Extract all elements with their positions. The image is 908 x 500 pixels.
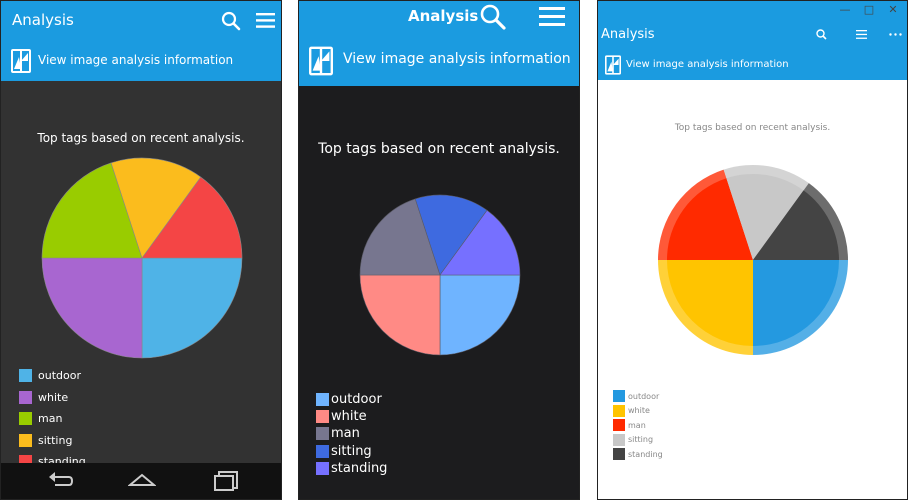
pie-slice-inner-outdoor xyxy=(753,260,839,346)
legend-swatch xyxy=(316,444,329,458)
chart-caption: Top tags based on recent analysis. xyxy=(674,123,831,133)
chart-caption: Top tags based on recent analysis. xyxy=(318,141,560,157)
legend-item: outdoor xyxy=(613,389,663,404)
app-title: Analysis xyxy=(12,11,74,29)
tag-pie-chart xyxy=(658,165,848,355)
pie-slice-man xyxy=(41,162,143,259)
app-title: Analysis xyxy=(601,27,655,42)
app-bar: — □ ✕ Analysis xyxy=(598,1,907,51)
legend-label: outdoor xyxy=(331,392,382,408)
legend-item: outdoor xyxy=(316,391,387,408)
ios-app-screen: Analysis View image analysis information… xyxy=(298,0,580,500)
legend-swatch xyxy=(613,448,625,461)
legend-label: man xyxy=(38,412,63,426)
pie-slice-inner-white xyxy=(667,260,753,346)
legend-swatch xyxy=(613,419,625,432)
legend-label: outdoor xyxy=(38,369,81,383)
image-analysis-info-button[interactable]: View image analysis information xyxy=(1,41,281,81)
chart-legend: outdoor white man sitting standing xyxy=(19,365,86,473)
legend-swatch xyxy=(316,410,329,424)
legend-label: standing xyxy=(331,460,388,476)
legend-label: sitting xyxy=(628,435,654,445)
android-app-screen: Analysis View image analysis information… xyxy=(0,0,282,500)
legend-label: man xyxy=(628,420,646,430)
legend-swatch xyxy=(613,390,625,403)
pie-slice-outdoor xyxy=(141,257,243,359)
legend-item: standing xyxy=(613,447,663,462)
image-analysis-info-button[interactable]: View image analysis information xyxy=(299,37,579,86)
image-info-icon xyxy=(309,46,333,76)
image-analysis-info-label: View image analysis information xyxy=(343,51,571,67)
legend-swatch xyxy=(316,393,329,407)
search-icon[interactable] xyxy=(480,4,506,30)
pie-slice-standing xyxy=(141,176,243,259)
legend-item: man xyxy=(316,425,387,442)
windows-app-screen: — □ ✕ Analysis View image analysis infor… xyxy=(597,0,908,500)
maximize-icon[interactable]: □ xyxy=(863,3,875,16)
chart-legend: outdoor white man sitting standing xyxy=(316,391,387,477)
chart-legend: outdoor white man sitting standing xyxy=(613,389,663,462)
legend-item: sitting xyxy=(613,433,663,448)
pie-slice-white xyxy=(359,274,441,356)
menu-icon[interactable] xyxy=(856,30,867,39)
pie-slice-inner-standing xyxy=(753,190,839,260)
menu-icon[interactable] xyxy=(256,13,275,28)
image-info-icon xyxy=(605,55,621,75)
minimize-icon[interactable]: — xyxy=(839,3,851,16)
legend-label: standing xyxy=(628,449,663,459)
tag-pie-chart xyxy=(41,157,243,359)
chart-caption: Top tags based on recent analysis. xyxy=(37,131,245,145)
image-analysis-info-button[interactable]: View image analysis information xyxy=(598,51,907,80)
app-bar: Analysis xyxy=(1,1,281,41)
close-icon[interactable]: ✕ xyxy=(888,3,898,16)
legend-swatch xyxy=(316,427,329,441)
search-icon[interactable] xyxy=(816,29,827,40)
legend-item: standing xyxy=(316,460,387,477)
legend-label: outdoor xyxy=(628,391,660,401)
legend-swatch xyxy=(19,369,32,383)
legend-item: sitting xyxy=(316,443,387,460)
legend-item: man xyxy=(613,418,663,433)
legend-item: outdoor xyxy=(19,365,86,387)
android-nav-bar xyxy=(1,463,281,499)
legend-label: white xyxy=(628,406,650,416)
pie-slice-man xyxy=(359,198,441,276)
back-icon[interactable] xyxy=(47,469,73,491)
legend-swatch xyxy=(19,390,32,404)
legend-swatch xyxy=(613,404,625,417)
legend-swatch xyxy=(19,433,32,447)
legend-label: sitting xyxy=(38,433,73,447)
menu-icon[interactable] xyxy=(539,7,565,26)
pie-slice-standing xyxy=(439,209,521,276)
image-info-icon xyxy=(11,49,31,73)
legend-item: white xyxy=(613,404,663,419)
legend-swatch xyxy=(19,412,32,426)
tag-pie-chart xyxy=(359,194,521,356)
app-bar: Analysis xyxy=(299,1,579,37)
recents-icon[interactable] xyxy=(213,469,239,491)
legend-item: white xyxy=(19,387,86,409)
legend-label: white xyxy=(38,390,69,404)
image-analysis-info-label: View image analysis information xyxy=(38,53,234,67)
app-title: Analysis xyxy=(408,7,479,25)
image-analysis-info-label: View image analysis information xyxy=(626,59,789,70)
pie-slice-white xyxy=(41,257,143,359)
legend-swatch xyxy=(613,433,625,446)
legend-item: sitting xyxy=(19,430,86,452)
legend-label: sitting xyxy=(331,443,372,459)
legend-swatch xyxy=(316,461,329,475)
legend-item: white xyxy=(316,408,387,425)
legend-label: white xyxy=(331,409,367,425)
legend-label: man xyxy=(331,426,360,442)
pie-slice-sitting xyxy=(110,157,202,259)
pie-slice-inner-sitting xyxy=(726,174,804,260)
pie-slice-outdoor xyxy=(439,274,521,356)
legend-item: man xyxy=(19,408,86,430)
pie-slice-inner-man xyxy=(667,178,753,260)
search-icon[interactable] xyxy=(221,11,241,31)
home-icon[interactable] xyxy=(128,469,156,491)
more-icon[interactable] xyxy=(889,33,902,36)
pie-slice-sitting xyxy=(414,194,488,276)
